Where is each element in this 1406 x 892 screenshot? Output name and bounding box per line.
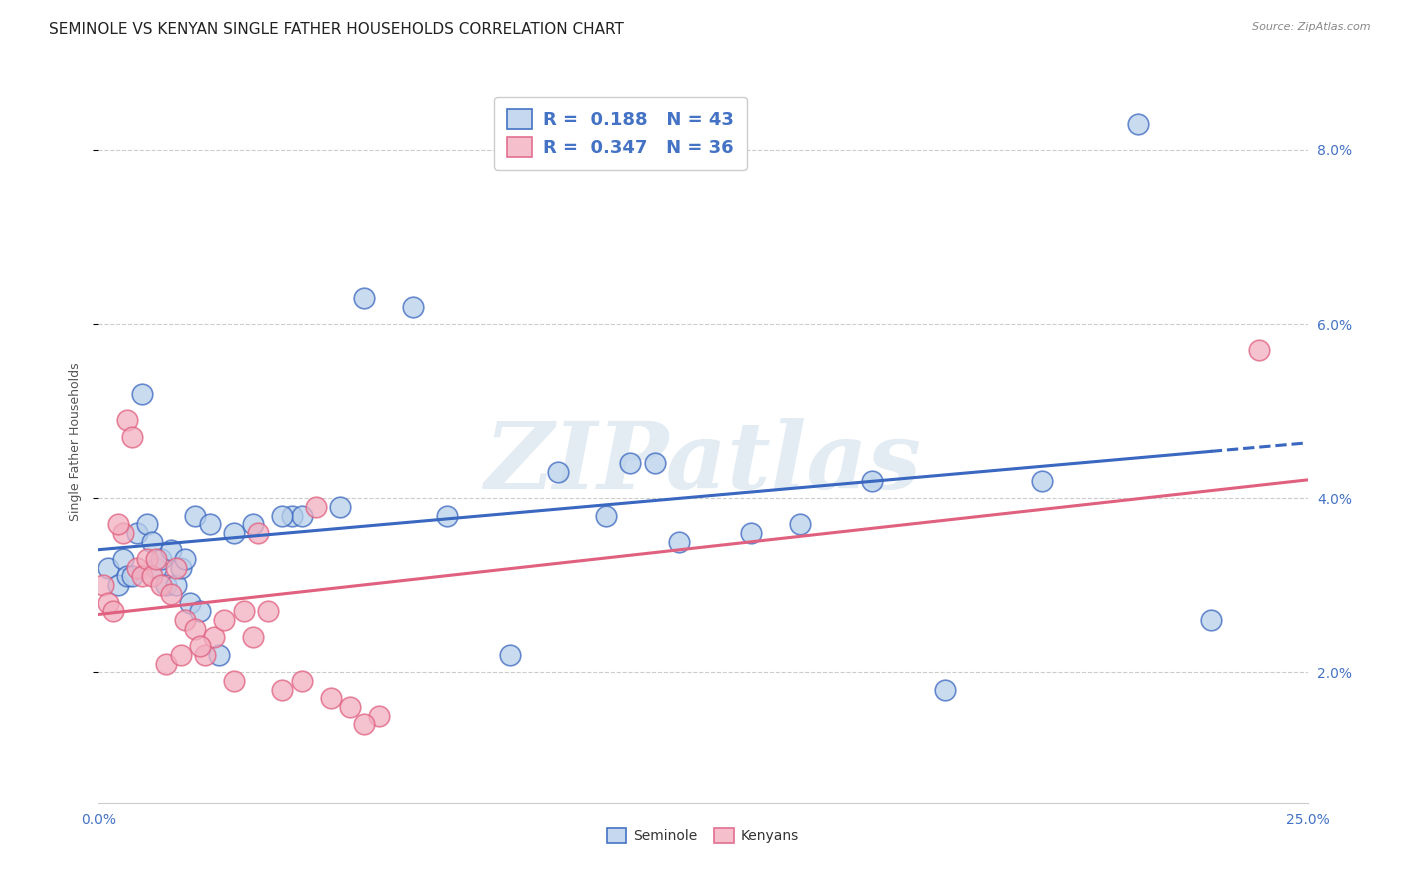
Point bbox=[160, 543, 183, 558]
Point bbox=[595, 508, 617, 523]
Point bbox=[353, 717, 375, 731]
Point bbox=[160, 587, 183, 601]
Point bbox=[271, 682, 294, 697]
Point bbox=[290, 508, 312, 523]
Point bbox=[271, 508, 294, 523]
Point bbox=[165, 578, 187, 592]
Point bbox=[131, 569, 153, 583]
Point bbox=[179, 596, 201, 610]
Y-axis label: Single Father Households: Single Father Households bbox=[69, 362, 83, 521]
Point bbox=[188, 639, 211, 653]
Point bbox=[222, 673, 245, 688]
Point bbox=[169, 561, 191, 575]
Point bbox=[91, 578, 114, 592]
Point bbox=[789, 517, 811, 532]
Point bbox=[1128, 117, 1150, 131]
Point bbox=[117, 569, 139, 583]
Point bbox=[498, 648, 520, 662]
Point bbox=[290, 673, 312, 688]
Point bbox=[165, 561, 187, 575]
Point bbox=[145, 561, 167, 575]
Point bbox=[668, 534, 690, 549]
Point bbox=[934, 682, 956, 697]
Point bbox=[329, 500, 352, 514]
Point bbox=[107, 517, 129, 532]
Point bbox=[111, 525, 134, 540]
Point bbox=[127, 561, 149, 575]
Point bbox=[150, 552, 173, 566]
Point bbox=[135, 552, 157, 566]
Point bbox=[1031, 474, 1053, 488]
Point bbox=[117, 413, 139, 427]
Point bbox=[111, 552, 134, 566]
Point bbox=[281, 508, 304, 523]
Point bbox=[256, 604, 278, 618]
Text: SEMINOLE VS KENYAN SINGLE FATHER HOUSEHOLDS CORRELATION CHART: SEMINOLE VS KENYAN SINGLE FATHER HOUSEHO… bbox=[49, 22, 624, 37]
Point bbox=[353, 291, 375, 305]
Point bbox=[198, 517, 221, 532]
Point bbox=[97, 561, 120, 575]
Text: Source: ZipAtlas.com: Source: ZipAtlas.com bbox=[1253, 22, 1371, 32]
Point bbox=[1249, 343, 1271, 358]
Point bbox=[242, 517, 264, 532]
Point bbox=[740, 525, 762, 540]
Point bbox=[204, 631, 226, 645]
Point bbox=[305, 500, 328, 514]
Point bbox=[145, 552, 167, 566]
Point bbox=[150, 578, 173, 592]
Point bbox=[155, 657, 177, 671]
Point bbox=[121, 430, 143, 444]
Point bbox=[127, 525, 149, 540]
Point bbox=[644, 456, 666, 470]
Point bbox=[547, 465, 569, 479]
Point bbox=[860, 474, 883, 488]
Point bbox=[368, 708, 391, 723]
Point bbox=[135, 517, 157, 532]
Point bbox=[169, 648, 191, 662]
Point bbox=[184, 508, 207, 523]
Point bbox=[212, 613, 235, 627]
Point bbox=[188, 604, 211, 618]
Point bbox=[101, 604, 124, 618]
Point bbox=[131, 386, 153, 401]
Point bbox=[141, 534, 163, 549]
Point bbox=[174, 552, 197, 566]
Legend: Seminole, Kenyans: Seminole, Kenyans bbox=[600, 822, 806, 850]
Point bbox=[222, 525, 245, 540]
Point bbox=[1199, 613, 1222, 627]
Point bbox=[174, 613, 197, 627]
Point bbox=[155, 578, 177, 592]
Point bbox=[194, 648, 217, 662]
Point bbox=[184, 622, 207, 636]
Point bbox=[247, 525, 270, 540]
Point bbox=[319, 691, 342, 706]
Point bbox=[141, 569, 163, 583]
Point bbox=[402, 300, 425, 314]
Point bbox=[339, 700, 361, 714]
Point bbox=[107, 578, 129, 592]
Point bbox=[619, 456, 641, 470]
Text: ZIPatlas: ZIPatlas bbox=[485, 418, 921, 508]
Point bbox=[121, 569, 143, 583]
Point bbox=[436, 508, 458, 523]
Point bbox=[208, 648, 231, 662]
Point bbox=[242, 631, 264, 645]
Point bbox=[97, 596, 120, 610]
Point bbox=[232, 604, 254, 618]
